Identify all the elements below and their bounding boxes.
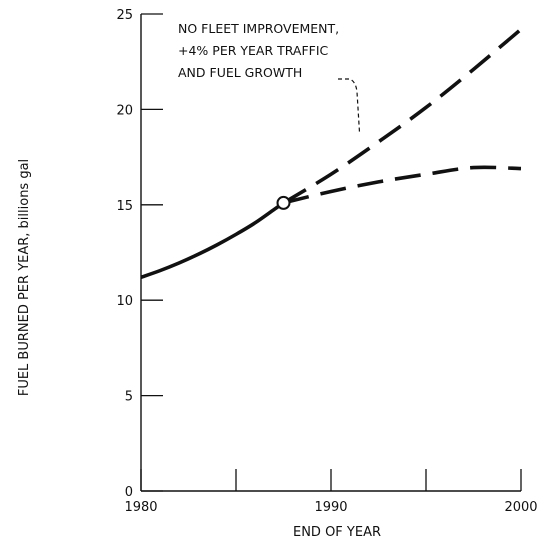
annotation-leader-line xyxy=(338,78,361,133)
y-tick-label-20: 20 xyxy=(116,103,133,118)
baseline-solid-line xyxy=(140,201,285,280)
y-tick-label-0: 0 xyxy=(125,485,133,500)
x-axis-title: END OF YEAR xyxy=(293,525,381,540)
annotation-line-2: +4% PER YEAR TRAFFIC xyxy=(178,43,329,58)
y-tick-label-25: 25 xyxy=(116,8,133,23)
no-fleet-improvement-dashed-line xyxy=(282,27,523,205)
y-tick-label-5: 5 xyxy=(125,390,133,405)
y-tick-label-15: 15 xyxy=(116,199,133,214)
y-tick-label-10: 10 xyxy=(116,294,133,309)
y-axis-title: FUEL BURNED PER YEAR, billions gal xyxy=(17,159,32,396)
annotation-layer: NO FLEET IMPROVEMENT, +4% PER YEAR TRAFF… xyxy=(178,21,361,133)
annotation-line-1: NO FLEET IMPROVEMENT, xyxy=(178,21,339,36)
series-layer xyxy=(140,27,523,280)
improved-fleet-dashed-line xyxy=(283,165,522,205)
x-tick-label-1980: 1980 xyxy=(124,500,157,515)
ticks-layer: 0 5 10 15 20 25 1980 1990 2000 xyxy=(116,8,537,515)
branch-point-marker xyxy=(276,195,291,210)
annotation-line-3: AND FUEL GROWTH xyxy=(178,65,302,80)
x-tick-label-1990: 1990 xyxy=(314,500,347,515)
x-tick-label-2000: 2000 xyxy=(504,500,537,515)
